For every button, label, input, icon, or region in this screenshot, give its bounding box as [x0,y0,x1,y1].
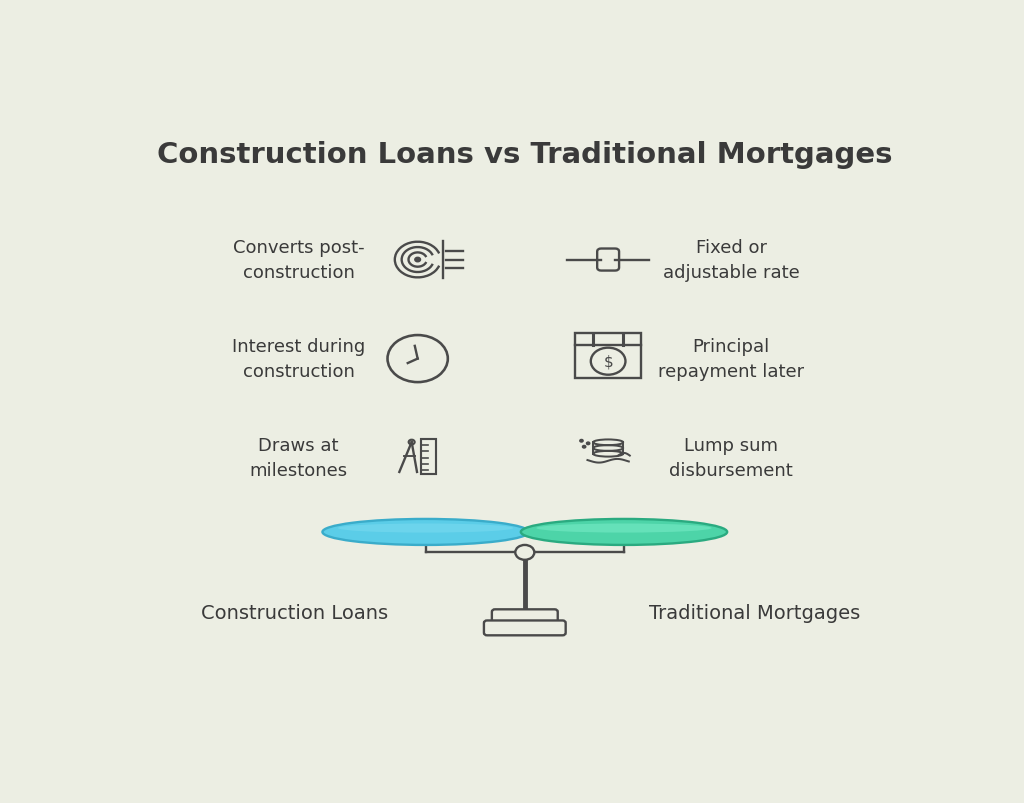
Text: Construction Loans: Construction Loans [201,603,388,622]
Text: Draws at
milestones: Draws at milestones [250,437,348,479]
Text: Principal
repayment later: Principal repayment later [658,338,804,381]
FancyBboxPatch shape [484,621,565,635]
Text: Converts post-
construction: Converts post- construction [232,238,365,282]
Circle shape [515,545,535,560]
Ellipse shape [521,520,727,545]
Bar [421,440,436,475]
Ellipse shape [323,520,528,545]
Text: Interest during
construction: Interest during construction [232,338,366,381]
Circle shape [583,446,586,448]
Text: $: $ [603,354,613,369]
Circle shape [415,258,421,263]
Bar [574,333,641,379]
Circle shape [580,440,583,442]
Text: Traditional Mortgages: Traditional Mortgages [649,603,860,622]
Ellipse shape [537,524,712,533]
FancyBboxPatch shape [597,249,620,271]
Ellipse shape [338,524,513,533]
Circle shape [587,442,590,445]
FancyBboxPatch shape [492,609,558,626]
Text: Lump sum
disbursement: Lump sum disbursement [670,437,793,479]
Text: Construction Loans vs Traditional Mortgages: Construction Loans vs Traditional Mortga… [157,141,893,169]
Text: Fixed or
adjustable rate: Fixed or adjustable rate [663,238,800,282]
